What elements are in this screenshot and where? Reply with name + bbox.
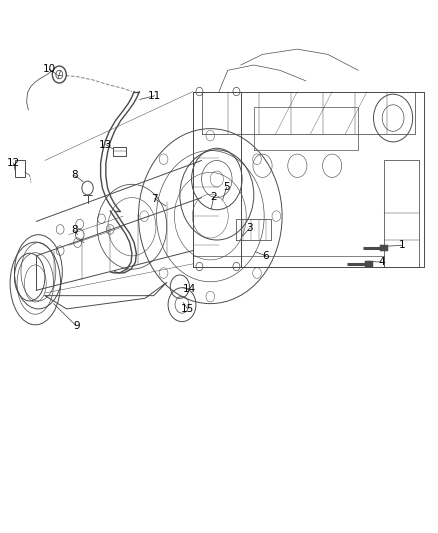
Text: 12: 12 <box>7 158 20 168</box>
Bar <box>365 261 373 267</box>
Text: 8: 8 <box>71 171 78 180</box>
Text: 3: 3 <box>246 223 253 233</box>
Text: 8: 8 <box>71 225 78 236</box>
Text: 2: 2 <box>211 191 217 201</box>
Text: 9: 9 <box>73 321 80 331</box>
Text: 4: 4 <box>379 257 385 267</box>
Text: 6: 6 <box>263 251 269 261</box>
Text: 1: 1 <box>399 240 405 251</box>
Bar <box>380 245 388 251</box>
Text: 11: 11 <box>148 91 161 101</box>
Text: 5: 5 <box>223 182 230 192</box>
Text: 14: 14 <box>183 284 196 294</box>
Bar <box>113 147 126 156</box>
Text: 13: 13 <box>99 140 113 150</box>
Text: 10: 10 <box>42 64 56 74</box>
Text: 7: 7 <box>151 193 158 204</box>
Text: 15: 15 <box>181 304 194 314</box>
Bar <box>15 160 25 177</box>
